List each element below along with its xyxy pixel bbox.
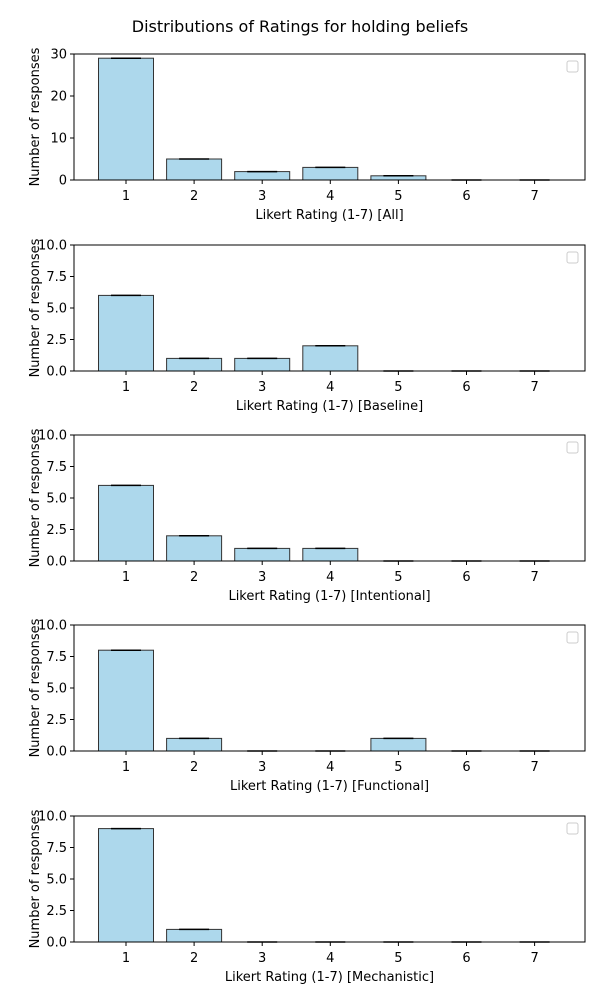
y-tick-label: 2.5: [46, 333, 67, 348]
x-tick-label: 3: [258, 951, 266, 966]
x-tick-label: 7: [530, 380, 538, 395]
bar: [234, 547, 291, 562]
bar: [166, 357, 223, 372]
x-tick-label: 5: [394, 380, 402, 395]
x-tick-label: 2: [190, 760, 198, 775]
legend-box: [566, 251, 579, 264]
x-axis-label: Likert Rating (1-7) [All]: [255, 208, 403, 223]
y-tick-label: 0.0: [46, 936, 67, 951]
y-tick-label: 7.5: [46, 841, 67, 856]
y-tick-label: 0.0: [46, 745, 67, 760]
subplot-2: 0.0 2.5 5.0 7.5 10.0 1 2 3 4 5 6 7 Likert Rating (1-…: [28, 238, 586, 414]
y-tick-label: 2.5: [46, 904, 67, 919]
x-tick-label: 1: [122, 760, 130, 775]
x-tick-label: 7: [530, 189, 538, 204]
y-tick-label: 0: [59, 174, 67, 189]
x-tick-label: 3: [258, 760, 266, 775]
y-tick-label: 10.0: [38, 810, 67, 825]
x-tick-label: 7: [530, 760, 538, 775]
y-tick-label: 7.5: [46, 460, 67, 475]
x-tick-label: 3: [258, 570, 266, 585]
x-tick-label: 6: [462, 380, 470, 395]
x-tick-label: 2: [190, 570, 198, 585]
y-axis-label: Number of responses: [28, 428, 43, 567]
bar: [302, 166, 359, 181]
x-tick-label: 1: [122, 380, 130, 395]
y-tick-label: 0.0: [46, 555, 67, 570]
x-axis-label: Likert Rating (1-7) [Intentional]: [228, 589, 430, 604]
bar: [98, 649, 154, 752]
x-tick-label: 6: [462, 760, 470, 775]
x-tick-label: 4: [326, 951, 334, 966]
y-axis-label: Number of responses: [28, 618, 43, 757]
y-tick-label: 10.0: [38, 239, 67, 254]
y-axis-label: Number of responses: [28, 238, 43, 377]
y-tick-label: 5.0: [46, 302, 67, 317]
subplot-1: 0 10 20 30 1 2 3 4 5 6 7 Likert Rating (1-7) [All] N…: [28, 47, 586, 223]
figure-title: Distributions of Ratings for holding bel…: [131, 17, 469, 36]
bar: [166, 535, 223, 562]
x-tick-label: 1: [122, 570, 130, 585]
bar: [302, 547, 359, 562]
y-tick-label: 7.5: [46, 650, 67, 665]
y-tick-label: 2.5: [46, 713, 67, 728]
bar: [302, 345, 359, 372]
x-tick-label: 4: [326, 760, 334, 775]
x-tick-label: 2: [190, 189, 198, 204]
y-axis-label: Number of responses: [28, 47, 43, 186]
bar: [98, 484, 154, 562]
x-axis-label: Likert Rating (1-7) [Mechanistic]: [225, 970, 434, 985]
y-tick-label: 5.0: [46, 873, 67, 888]
y-tick-label: 5.0: [46, 492, 67, 507]
bar: [234, 357, 291, 372]
y-tick-label: 7.5: [46, 270, 67, 285]
x-tick-label: 6: [462, 570, 470, 585]
y-tick-label: 20: [50, 90, 67, 105]
x-tick-label: 1: [122, 951, 130, 966]
x-tick-label: 1: [122, 189, 130, 204]
y-axis-label: Number of responses: [28, 809, 43, 948]
legend-box: [566, 441, 579, 454]
bar: [166, 158, 223, 181]
x-tick-label: 5: [394, 951, 402, 966]
bar: [166, 737, 223, 752]
bar: [98, 294, 154, 372]
y-tick-label: 10.0: [38, 429, 67, 444]
x-tick-label: 5: [394, 760, 402, 775]
legend-box: [566, 631, 579, 644]
x-tick-label: 4: [326, 570, 334, 585]
x-tick-label: 4: [326, 189, 334, 204]
y-tick-label: 5.0: [46, 682, 67, 697]
x-tick-label: 6: [462, 189, 470, 204]
x-tick-label: 3: [258, 380, 266, 395]
y-tick-label: 30: [50, 48, 67, 63]
bar: [98, 828, 154, 943]
legend-box: [566, 60, 579, 73]
y-tick-label: 10: [50, 132, 67, 147]
x-axis-label: Likert Rating (1-7) [Baseline]: [236, 399, 423, 414]
y-tick-label: 0.0: [46, 365, 67, 380]
subplot-4: 0.0 2.5 5.0 7.5 10.0 1 2 3 4 5 6 7 Likert Rating (1-…: [28, 618, 586, 794]
axes-frame: [73, 53, 586, 181]
bar: [166, 928, 223, 943]
y-tick-label: 10.0: [38, 619, 67, 634]
x-tick-label: 7: [530, 570, 538, 585]
x-tick-label: 5: [394, 189, 402, 204]
x-tick-label: 3: [258, 189, 266, 204]
subplot-5: 0.0 2.5 5.0 7.5 10.0 1 2 3 4 5 6 7 Likert Rating (1-…: [28, 809, 586, 985]
legend-box: [566, 822, 579, 835]
x-tick-label: 2: [190, 380, 198, 395]
bar: [234, 171, 291, 181]
bar: [370, 737, 427, 752]
x-tick-label: 4: [326, 380, 334, 395]
subplot-3: 0.0 2.5 5.0 7.5 10.0 1 2 3 4 5 6 7 Likert Rating (1-…: [28, 428, 586, 604]
x-tick-label: 7: [530, 951, 538, 966]
y-tick-label: 2.5: [46, 523, 67, 538]
x-tick-label: 6: [462, 951, 470, 966]
x-tick-label: 2: [190, 951, 198, 966]
x-tick-label: 5: [394, 570, 402, 585]
bar: [98, 57, 154, 181]
x-axis-label: Likert Rating (1-7) [Functional]: [230, 779, 429, 794]
